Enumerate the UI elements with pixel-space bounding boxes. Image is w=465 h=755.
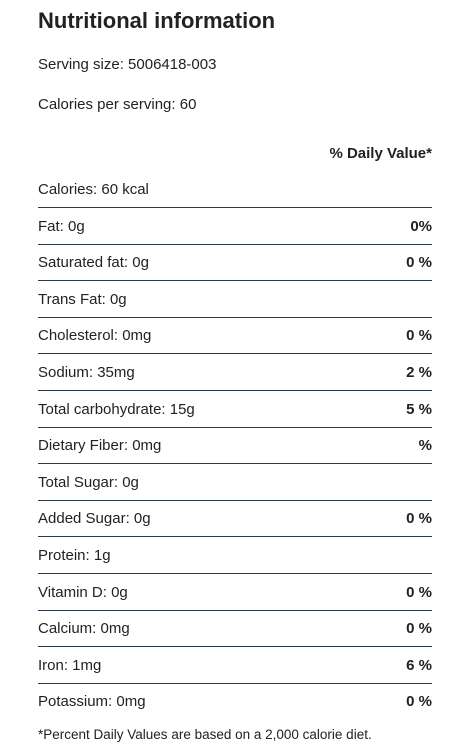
calories-per-serving: Calories per serving: 60 [38, 96, 197, 113]
row-divider [38, 427, 432, 428]
row-label: Dietary Fiber: 0mg [38, 437, 162, 455]
row-divider [38, 317, 432, 318]
row-divider [38, 353, 432, 354]
footnote: *Percent Daily Values are based on a 2,0… [38, 727, 372, 742]
row-label: Trans Fat: 0g [38, 290, 127, 308]
row-label: Protein: 1g [38, 547, 111, 564]
row-label: Total carbohydrate: 15g [38, 400, 195, 418]
row-label: Potassium: 0mg [38, 693, 146, 711]
row-value: 0 % [406, 254, 432, 272]
row-label: Calories: 60 kcal [38, 181, 149, 198]
row-label: Saturated fat: 0g [38, 254, 149, 272]
row-value: % [418, 437, 432, 455]
row-value: 0% [410, 217, 432, 235]
row-divider [38, 390, 432, 391]
row-label: Added Sugar: 0g [38, 510, 151, 528]
row-label: Vitamin D: 0g [38, 583, 128, 601]
row-label: Fat: 0g [38, 217, 85, 235]
row-divider [38, 207, 432, 208]
row-label: Total Sugar: 0g [38, 473, 139, 491]
row-divider [38, 573, 432, 574]
row-divider [38, 536, 432, 537]
row-label: Iron: 1mg [38, 656, 102, 674]
row-value: 5 % [406, 400, 432, 418]
title: Nutritional information [38, 8, 276, 33]
row-value: 0 % [406, 583, 432, 601]
row-label: Calcium: 0mg [38, 620, 130, 638]
row-label: Cholesterol: 0mg [38, 327, 152, 345]
row-value: 0 % [406, 693, 432, 711]
row-value: 0 % [406, 620, 432, 638]
row-value: 0 % [406, 327, 432, 345]
row-divider [38, 646, 432, 647]
row-divider [38, 500, 432, 501]
row-divider [38, 683, 432, 684]
row-value: 6 % [406, 656, 432, 674]
serving-size: Serving size: 5006418-003 [38, 56, 217, 73]
column-header: % Daily Value* [329, 145, 432, 162]
row-value: 2 % [406, 364, 432, 381]
row-divider [38, 280, 432, 281]
row-value: 0 % [406, 510, 432, 528]
row-label: Sodium: 35mg [38, 364, 135, 381]
row-divider [38, 463, 432, 464]
row-divider [38, 610, 432, 611]
row-divider [38, 244, 432, 245]
